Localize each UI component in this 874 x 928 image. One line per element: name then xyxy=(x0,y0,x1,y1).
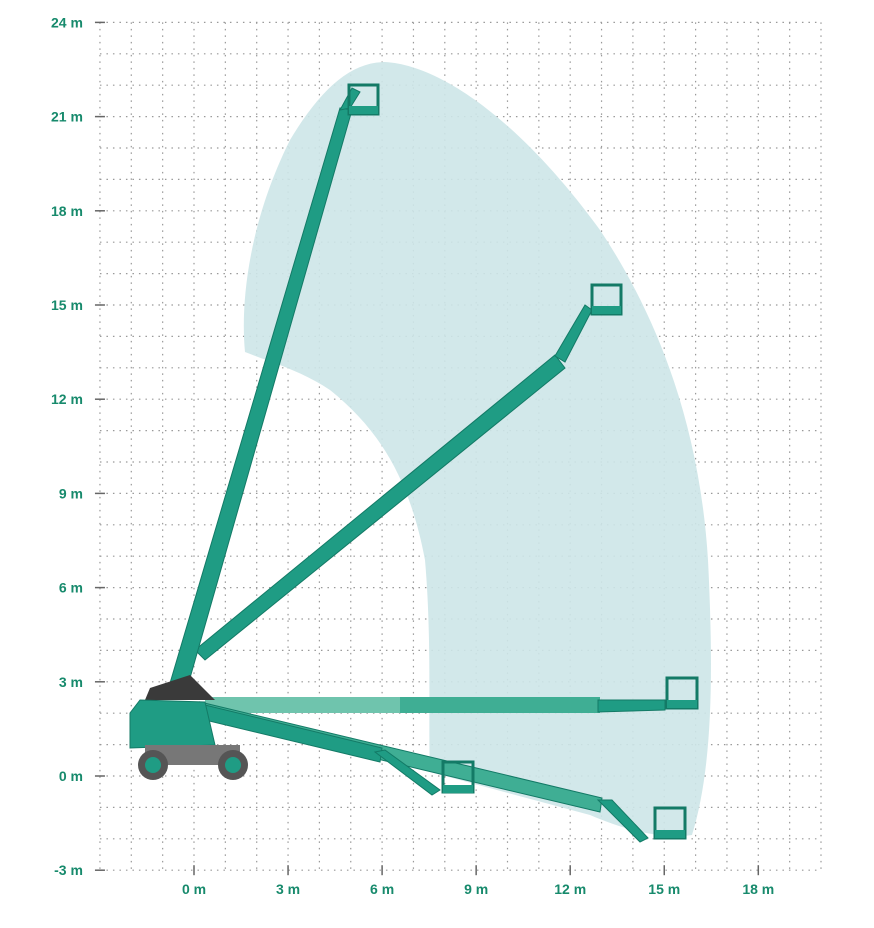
x-tick-label: 18 m xyxy=(742,881,774,897)
y-tick-label: 21 m xyxy=(51,109,83,125)
working-envelope xyxy=(243,62,711,837)
x-tick-label: 3 m xyxy=(276,881,300,897)
y-tick-label: 9 m xyxy=(59,485,83,501)
x-tick-label: 15 m xyxy=(648,881,680,897)
y-tick-label: 6 m xyxy=(59,580,83,596)
y-tick-label: 18 m xyxy=(51,203,83,219)
boom-horizontal xyxy=(205,676,699,713)
y-tick-label: 3 m xyxy=(59,674,83,690)
x-tick-label: 9 m xyxy=(464,881,488,897)
machine-chassis xyxy=(129,675,248,780)
x-tick-label: 6 m xyxy=(370,881,394,897)
axes xyxy=(94,21,760,876)
y-tick-label: 0 m xyxy=(59,768,83,784)
y-tick-label: -3 m xyxy=(54,862,83,878)
x-tick-label: 12 m xyxy=(554,881,586,897)
boom-diagonal xyxy=(194,283,623,661)
x-tick-label: 0 m xyxy=(182,881,206,897)
y-tick-label: 15 m xyxy=(51,297,83,313)
y-tick-label: 24 m xyxy=(51,14,83,30)
y-tick-label: 12 m xyxy=(51,391,83,407)
